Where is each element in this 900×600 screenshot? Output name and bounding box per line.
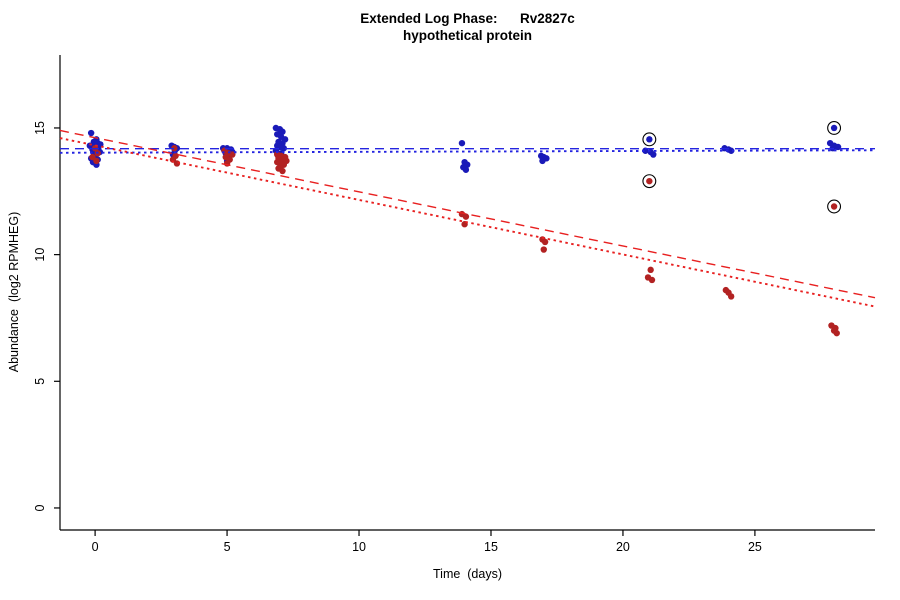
x-tick-label: 10 <box>352 540 366 554</box>
x-tick-label: 0 <box>92 540 99 554</box>
highlight-circle <box>827 121 842 135</box>
red-series-point <box>541 238 549 246</box>
red-series-point <box>646 177 653 185</box>
blue-series-point <box>830 124 838 132</box>
trend-line-blue-dotted <box>59 149 876 154</box>
data-points <box>86 124 842 337</box>
highlight-circle <box>642 132 657 147</box>
red-series-point <box>727 293 735 300</box>
blue-series-point <box>87 129 95 137</box>
x-tick-label: 20 <box>616 540 630 554</box>
red-series-point <box>540 246 547 253</box>
y-axis-label: Abundance (log2 RPMHEG) <box>7 211 21 373</box>
blue-series-point <box>539 157 546 165</box>
blue-series-point <box>458 139 466 147</box>
chart-subtitle: hypothetical protein <box>402 28 532 43</box>
axes: 0 5 10 15 20 25 0 5 10 15 <box>33 55 875 554</box>
highlight-circle <box>642 174 657 189</box>
x-axis-label: Time (days) <box>433 567 502 581</box>
trend-lines <box>59 129 876 308</box>
red-series-point <box>462 213 470 220</box>
red-series-point <box>171 145 178 152</box>
blue-series-point <box>280 145 288 152</box>
blue-series-point <box>650 151 657 158</box>
y-tick-label: 10 <box>33 248 47 262</box>
red-series-point <box>648 276 656 284</box>
chart-title: Extended Log Phase: Rv2827c <box>360 11 575 26</box>
y-tick-label: 15 <box>33 121 47 135</box>
trend-line-red-dotted <box>59 137 876 308</box>
trend-line-red-dashed <box>59 129 876 299</box>
y-tick-label: 5 <box>33 378 47 385</box>
red-series-point <box>647 266 654 274</box>
blue-series-point <box>462 166 470 173</box>
red-series-point <box>89 153 96 161</box>
red-series-point <box>169 156 177 163</box>
red-series-point <box>93 157 100 165</box>
red-series-point <box>830 203 838 210</box>
red-series-point <box>229 151 236 158</box>
highlighted-points <box>642 121 842 214</box>
blue-series-point <box>279 128 286 135</box>
y-tick-label: 0 <box>33 504 47 511</box>
blue-series-point <box>727 147 735 154</box>
x-tick-label: 15 <box>484 540 498 554</box>
x-tick-label: 5 <box>224 540 231 554</box>
highlight-circle <box>827 199 842 214</box>
x-tick-label: 25 <box>748 540 762 554</box>
blue-series-point <box>646 136 653 143</box>
red-series-point <box>833 329 840 337</box>
blue-series-point <box>834 143 842 151</box>
red-series-point <box>279 167 286 175</box>
